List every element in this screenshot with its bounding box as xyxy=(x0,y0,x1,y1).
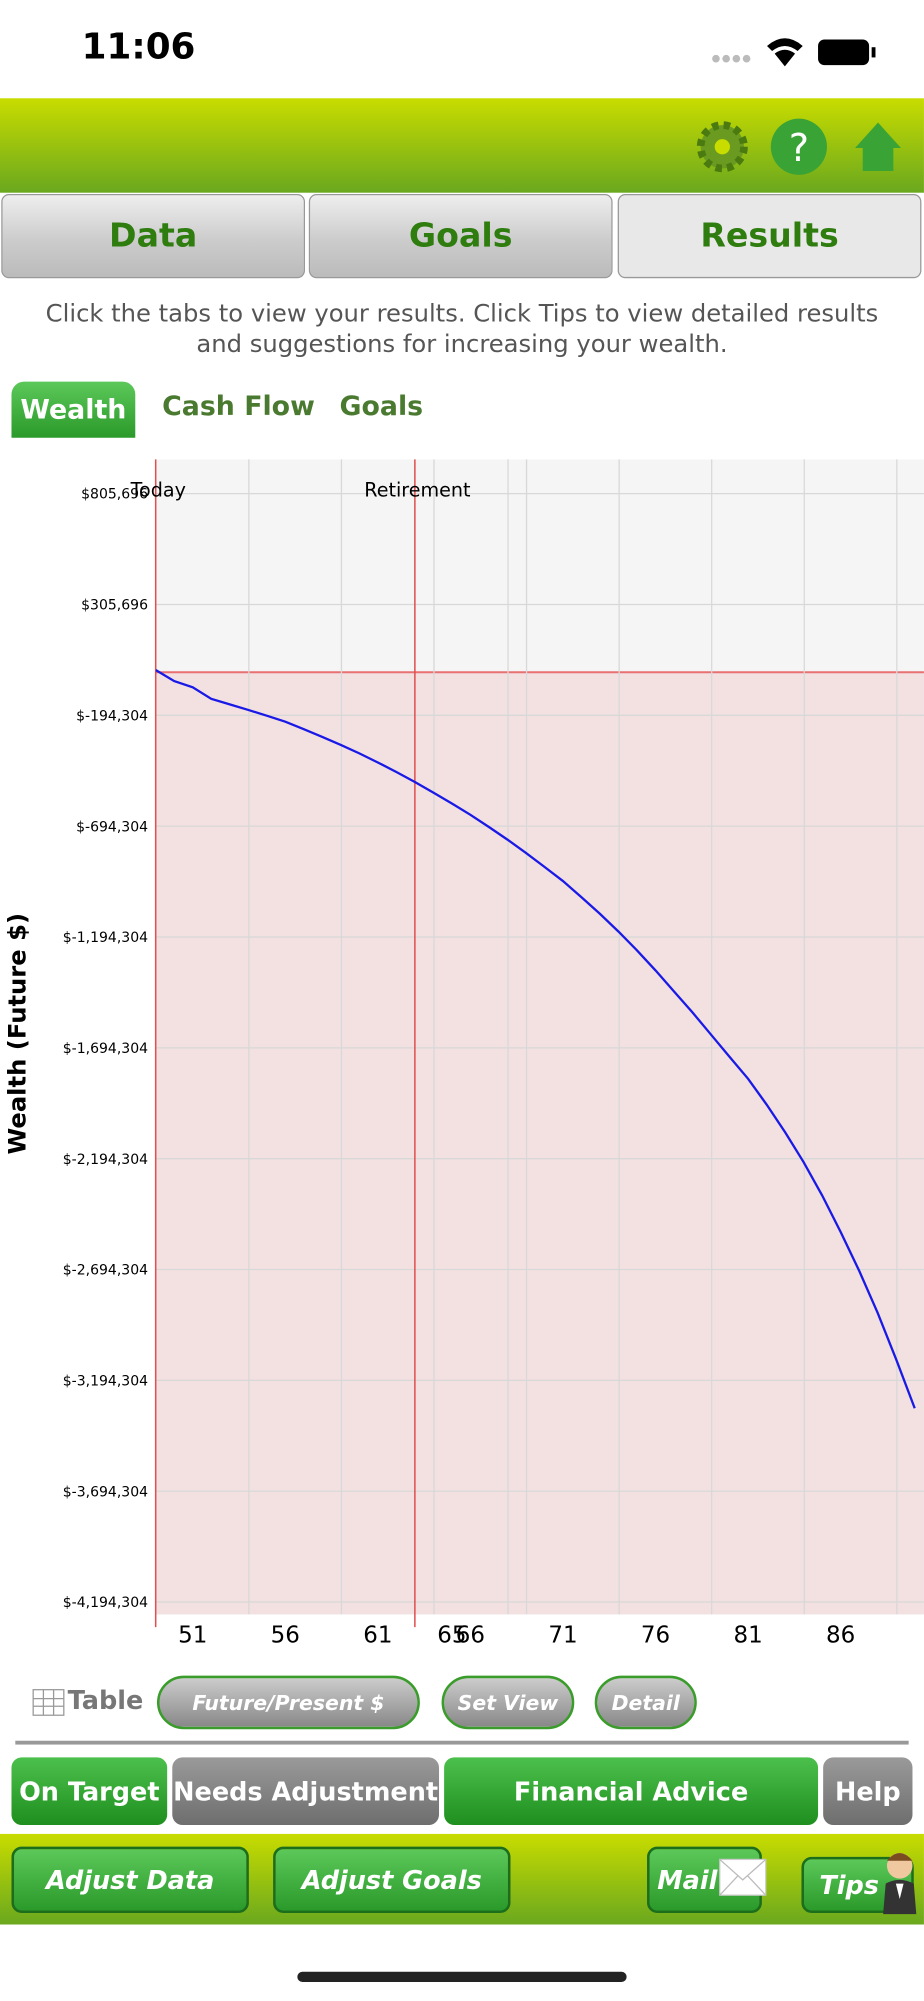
detail-button[interactable]: Detail xyxy=(594,1675,697,1730)
divider xyxy=(15,1740,909,1745)
clock: 11:06 xyxy=(81,25,196,68)
y-tick-label: $305,696 xyxy=(81,598,148,614)
x-tick-label: 86 xyxy=(826,1622,855,1648)
tab[interactable]: Data xyxy=(1,193,306,279)
tab[interactable]: Goals xyxy=(308,193,613,279)
chart: Wealth (Future $) $805,696 $305,696 $-194,… xyxy=(3,459,924,1648)
advisor-icon xyxy=(883,1853,917,1915)
wealth-line xyxy=(155,669,916,1409)
sub-tab[interactable]: Goals xyxy=(339,390,424,422)
header-bar xyxy=(0,98,924,193)
table-icon xyxy=(32,1689,65,1716)
home-icon[interactable] xyxy=(855,122,901,172)
x-tick-label: 71 xyxy=(548,1622,577,1648)
status-button[interactable]: Needs Adjustment xyxy=(172,1757,440,1825)
future-present-button[interactable]: Future/Present $ xyxy=(156,1675,420,1730)
x-tick-label: 76 xyxy=(641,1622,670,1648)
marker-label: Retirement xyxy=(364,478,471,501)
status-button[interactable]: Financial Advice xyxy=(444,1757,819,1825)
y-tick-label: $-4,194,304 xyxy=(63,1595,148,1611)
y-tick-label: $-194,304 xyxy=(76,708,148,724)
tab[interactable]: Results xyxy=(617,193,922,279)
header-icons: ? xyxy=(696,118,901,175)
x-tick-label: 66 xyxy=(456,1622,485,1648)
status-button[interactable]: Help xyxy=(823,1757,913,1825)
x-tick-label: 61 xyxy=(363,1622,392,1648)
status-icons xyxy=(712,38,876,67)
x-tick-label: 81 xyxy=(733,1622,762,1648)
bottom-button[interactable]: Adjust Goals xyxy=(273,1846,511,1914)
help-icon[interactable] xyxy=(770,118,827,175)
y-tick-label: $-2,694,304 xyxy=(63,1263,148,1279)
y-tick-label: $-1,694,304 xyxy=(63,1041,148,1057)
y-tick-label: $805,696 xyxy=(81,487,148,503)
table-button[interactable]: Table xyxy=(67,1684,144,1716)
y-tick-label: $-2,194,304 xyxy=(63,1152,148,1168)
y-tick-label: $-694,304 xyxy=(76,819,148,835)
sub-tab[interactable]: Wealth xyxy=(11,381,136,438)
x-tick-label: 51 xyxy=(178,1622,207,1648)
x-tick-label: 56 xyxy=(271,1622,300,1648)
marker-label: Today xyxy=(130,478,186,501)
bottom-button[interactable]: Adjust Data xyxy=(11,1846,249,1914)
sub-tab[interactable]: Cash Flow xyxy=(162,390,315,422)
x-tick-label: 65 xyxy=(437,1622,466,1648)
y-tick-label: $-3,194,304 xyxy=(63,1373,148,1389)
set-view-button[interactable]: Set View xyxy=(441,1675,575,1730)
y-tick-label: $-3,694,304 xyxy=(63,1484,148,1500)
mail-icon xyxy=(719,1858,767,1896)
home-indicator xyxy=(297,1971,627,1982)
status-button[interactable]: On Target xyxy=(11,1757,168,1825)
y-axis-title: Wealth (Future $) xyxy=(3,913,32,1155)
svg-text:?: ? xyxy=(789,126,809,171)
below-target-region xyxy=(155,672,924,1615)
instructions: Click the tabs to view your results. Cli… xyxy=(45,299,879,359)
y-tick-label: $-1,194,304 xyxy=(63,930,148,946)
